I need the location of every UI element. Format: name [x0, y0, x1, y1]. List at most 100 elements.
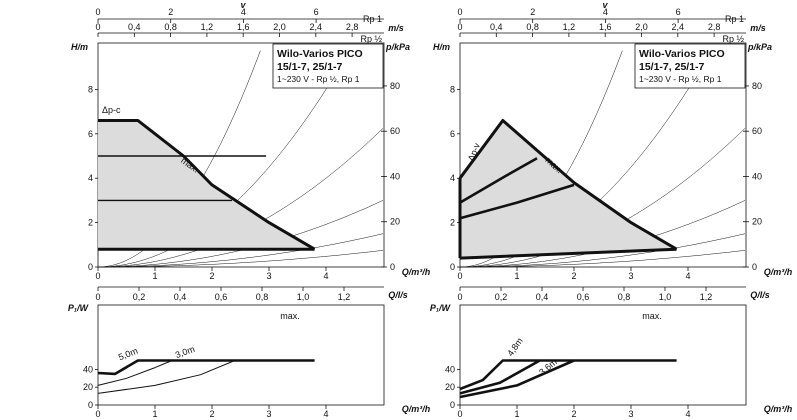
chart2-power-curve-1: [459, 359, 541, 395]
chart2-ms-tick-label: 1,6: [599, 22, 612, 32]
chart1-title-box: [272, 43, 384, 89]
chart2-q-axis-label: Q/m³/h: [764, 267, 793, 277]
chart2-h-axis-label: H/m: [433, 42, 450, 52]
chart2-q2-tick-label: 0: [457, 409, 462, 419]
chart1-power-plot-frame: [97, 304, 385, 406]
chart1-p-axis-label: p/kPa: [385, 42, 410, 52]
chart1-ms-axis-label: m/s: [388, 23, 404, 33]
chart2-hq-plot-frame: [459, 42, 747, 268]
chart1-p-tick-label: 60: [390, 126, 400, 136]
chart2-control-curve-1: [459, 157, 538, 204]
chart1-ql-tick-label: 1,0: [297, 292, 310, 302]
chart1-q-tick-label: 2: [209, 271, 214, 281]
chart1-max-curve: [98, 119, 316, 251]
chart1-p1-tick-label: 40: [83, 364, 93, 374]
chart1-q2-tick-label: 4: [323, 409, 328, 419]
chart2-ms-axis-label: m/s: [750, 23, 766, 33]
chart2-q-tick-label: 4: [685, 271, 690, 281]
chart1-ms-tick-label: 2,4: [310, 22, 323, 32]
chart2-ql-tick-label: 0,2: [495, 292, 508, 302]
chart2-title-line2: 15/1-7, 25/1-7: [639, 61, 705, 73]
chart2-p-tick-label: 60: [752, 126, 762, 136]
chart2-q2-tick-label: 4: [685, 409, 690, 419]
chart2-ms-tick-label: 0,8: [526, 22, 539, 32]
chart2-q-tick-label: 3: [628, 271, 633, 281]
chart2-q2-axis-label: Q/m³/h: [764, 404, 793, 414]
chart1-q-tick-label: 3: [266, 271, 271, 281]
chart2-ql-tick-label: 1,2: [700, 292, 713, 302]
chart2-ms-tick-label: 0: [457, 22, 462, 32]
chart1-p-tick-label: 0: [390, 262, 395, 272]
chart2-power-curve-2: [459, 359, 575, 399]
chart2-ms-tick-label: 2,4: [672, 22, 685, 32]
chart2-p1-tick-label: 20: [445, 382, 455, 392]
chart1-power-curve-1: [97, 360, 173, 386]
chart2-ms-tick-label: 1,2: [563, 22, 576, 32]
chart2-power-label-1: 4,8m: [505, 336, 525, 358]
chart1-ql-tick-label: 0,6: [215, 292, 228, 302]
chart1-q-tick-label: 4: [323, 271, 328, 281]
chart2-q2-tick-label: 2: [571, 409, 576, 419]
chart1-q2-tick-label: 1: [152, 409, 157, 419]
chart1-ms-tick-label: 2,0: [273, 22, 286, 32]
chart1-q-axis-label: Q/m³/h: [402, 267, 431, 277]
chart1-mode-label: Δp-c: [102, 105, 121, 115]
chart1-rp1-label: Rp 1: [363, 14, 382, 24]
chart1-ql-tick-label: 0,2: [133, 292, 146, 302]
chart1-ms-tick-label: 2,8: [346, 22, 359, 32]
chart2-power-curve-0: [459, 359, 677, 391]
chart2-subtitle: 1~230 V - Rp ½, Rp 1: [639, 74, 722, 84]
chart1-q2-tick-label: 0: [95, 409, 100, 419]
chart2-ql-tick-label: 1,0: [659, 292, 672, 302]
chart2-control-curve-3: [459, 247, 677, 260]
chart1-ms-tick-label: 0,8: [164, 22, 177, 32]
chart2-ms-tick-label: 2,8: [708, 22, 721, 32]
chart2-power-max-label: max.: [642, 311, 662, 321]
chart1-p-tick-label: 80: [390, 81, 400, 91]
chart1-power-curve-2: [97, 360, 235, 394]
chart1-q2-tick-label: 3: [266, 409, 271, 419]
chart2-title-box: [634, 43, 746, 89]
chart2-p1-axis-label: P₁/W: [430, 303, 452, 313]
chart1-ms-tick-label: 0: [95, 22, 100, 32]
chart1-system-curve: [98, 250, 384, 268]
chart1-v-axis-label: v: [240, 0, 246, 10]
chart2-operating-area: [460, 120, 677, 259]
chart2-q-tick-label: 2: [571, 271, 576, 281]
chart2-p-axis-label: p/kPa: [747, 42, 772, 52]
chart1-ql-tick-label: 1,2: [338, 292, 351, 302]
chart1-system-curve: [98, 233, 384, 268]
chart1-ql-tick-label: 0,8: [256, 292, 269, 302]
chart2-ql-axis-label: Q/l/s: [750, 290, 770, 300]
chart1-v-tick-label: 2: [168, 7, 173, 17]
chart1-power-label-1: 5,0m: [117, 346, 139, 363]
chart2-v-tick-label: 0: [457, 7, 462, 17]
chart2-power-plot-frame: [459, 304, 747, 406]
chart1-power-max-label: max.: [280, 311, 300, 321]
chart2-v-axis-label: v: [602, 0, 608, 10]
chart2-title-line1: Wilo-Varios PICO: [639, 48, 725, 60]
chart1-p1-axis-label: P₁/W: [68, 303, 90, 313]
chart1-power-label-2: 3,0m: [174, 344, 196, 360]
chart1-v-tick-label: 0: [95, 7, 100, 17]
chart1-p1-tick-label: 20: [83, 382, 93, 392]
chart2-p-tick-label: 0: [752, 262, 757, 272]
chart2-rphalf-label: Rp ½: [722, 34, 744, 44]
chart2-q-tick-label: 1: [514, 271, 519, 281]
chart2-system-curve: [460, 250, 746, 268]
chart2-p1-tick-label: 40: [445, 364, 455, 374]
chart1-subtitle: 1~230 V - Rp ½, Rp 1: [277, 74, 360, 84]
chart2-ql-tick-label: 0: [457, 292, 462, 302]
chart2-ql-tick-label: 0,4: [536, 292, 549, 302]
chart2-ms-tick-label: 2,0: [635, 22, 648, 32]
chart1-h-axis-label: H/m: [71, 42, 88, 52]
chart1-h-tick-label: 2: [88, 218, 93, 228]
chart1-p-tick-label: 40: [390, 171, 400, 181]
chart2-max-curve: [458, 119, 678, 251]
chart2-ms-tick-label: 0,4: [490, 22, 503, 32]
chart1-h-tick-label: 6: [88, 129, 93, 139]
chart1-rphalf-label: Rp ½: [360, 34, 382, 44]
chart1-q2-tick-label: 2: [209, 409, 214, 419]
chart1-q2-axis-label: Q/m³/h: [402, 404, 431, 414]
chart1-ms-tick-label: 1,2: [201, 22, 214, 32]
